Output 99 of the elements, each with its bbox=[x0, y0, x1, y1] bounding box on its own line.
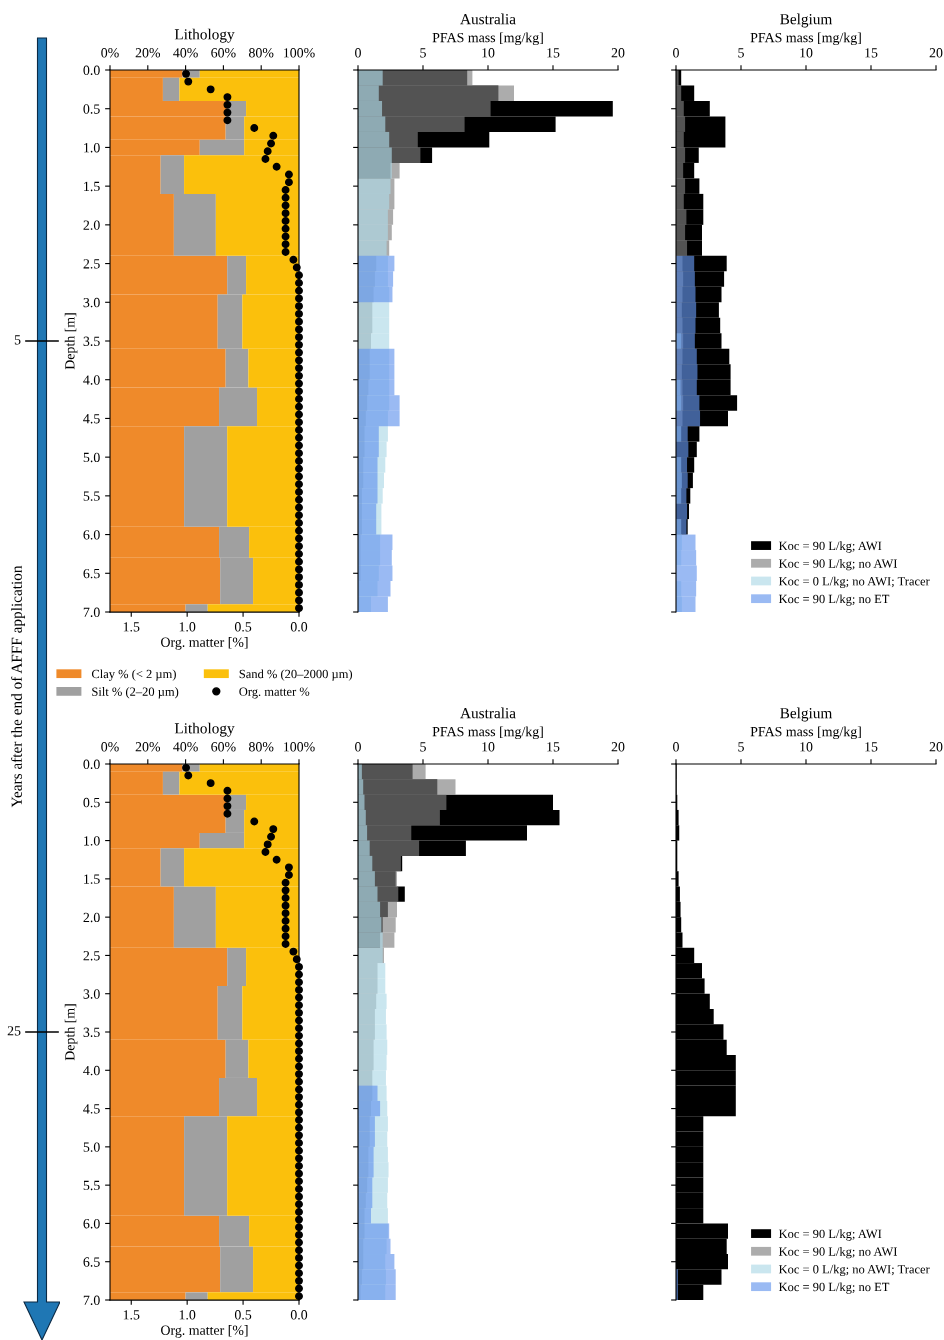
x-axis-title: PFAS mass [mg/kg] bbox=[432, 32, 543, 46]
text: Years after the end of AFFF application bbox=[10, 565, 26, 808]
legend-label: Koc = 90 L/kg; AWI bbox=[778, 541, 882, 553]
y-tick-label: 6.5 bbox=[83, 1257, 100, 1267]
y-tick-label: 0.0 bbox=[83, 759, 100, 770]
x-tick-label: 100% bbox=[284, 742, 315, 752]
x-axis-title: PFAS mass [mg/kg] bbox=[750, 32, 861, 46]
y-tick-label: 1.0 bbox=[84, 143, 100, 153]
x2-axis-title: Org. matter [%] bbox=[161, 1325, 248, 1338]
x2-tick-label: 1.5 bbox=[123, 622, 140, 632]
legend-label: Koc = 90 L/kg; no ET bbox=[778, 1282, 890, 1294]
x-tick-label: 60% bbox=[211, 48, 236, 58]
chart-title: Australia bbox=[460, 707, 516, 719]
legend-label: Org. matter % bbox=[239, 687, 310, 699]
x-tick-label: 0 bbox=[355, 48, 361, 58]
y-tick-label: 1.5 bbox=[84, 874, 100, 884]
chart-title: Belgium bbox=[780, 707, 833, 722]
legend-label: Sand % (20–2000 µm) bbox=[239, 669, 353, 681]
x2-axis-title: Org. matter [%] bbox=[161, 637, 248, 650]
x2-tick-label: 1.0 bbox=[179, 1310, 196, 1320]
legend-label: Koc = 90 L/kg; no AWI bbox=[778, 1246, 898, 1259]
y-tick-label: 0.5 bbox=[83, 797, 100, 808]
legend-label: Koc = 90 L/kg; no AWI bbox=[778, 558, 898, 571]
x2-tick-label: 0.5 bbox=[234, 1310, 252, 1320]
x-tick-label: 10 bbox=[800, 48, 813, 58]
x-tick-label: 5 bbox=[738, 48, 744, 58]
y-tick-label: 0.5 bbox=[83, 104, 100, 114]
x-tick-label: 15 bbox=[865, 742, 878, 752]
x-tick-label: 80% bbox=[249, 48, 274, 58]
chart-title: Australia bbox=[460, 13, 516, 25]
x2-tick-label: 1.5 bbox=[123, 1310, 140, 1320]
y-tick-label: 3.0 bbox=[83, 989, 100, 999]
x-tick-label: 5 bbox=[738, 742, 744, 752]
x2-tick-label: 0.0 bbox=[290, 622, 308, 632]
x-tick-label: 10 bbox=[482, 742, 495, 752]
x-tick-label: 5 bbox=[420, 742, 426, 752]
y-tick-label: 6.5 bbox=[83, 568, 100, 579]
x-axis-title: PFAS mass [mg/kg] bbox=[750, 726, 861, 740]
y-tick-label: 5.0 bbox=[83, 1142, 100, 1152]
y-tick-label: 1.0 bbox=[84, 836, 100, 846]
y-tick-label: 3.5 bbox=[83, 1027, 100, 1038]
chart-title: Lithology bbox=[174, 28, 235, 43]
y-tick-label: 7.0 bbox=[83, 1295, 100, 1306]
category-label: 5 bbox=[14, 335, 21, 345]
y-tick-label: 7.0 bbox=[83, 607, 100, 618]
x-tick-label: 20 bbox=[929, 48, 943, 58]
x-tick-label: 60% bbox=[211, 742, 236, 752]
x-tick-label: 40% bbox=[173, 48, 198, 58]
chart-title: Lithology bbox=[174, 722, 235, 737]
y-axis-title: Depth [m] bbox=[64, 313, 78, 370]
y-tick-label: 6.0 bbox=[83, 530, 100, 540]
x-tick-label: 10 bbox=[800, 742, 813, 752]
y-tick-label: 3.0 bbox=[83, 297, 100, 308]
y-tick-label: 0.0 bbox=[83, 65, 100, 76]
x-tick-label: 0 bbox=[673, 48, 679, 58]
x-tick-label: 0 bbox=[673, 742, 679, 752]
y-tick-label: 1.5 bbox=[84, 181, 100, 192]
y-axis-title: Depth [m] bbox=[64, 1004, 78, 1061]
y-tick-label: 4.5 bbox=[83, 414, 100, 424]
y-tick-label: 5.5 bbox=[83, 491, 100, 501]
x-tick-label: 20% bbox=[135, 48, 161, 58]
y-tick-label: 2.0 bbox=[83, 912, 100, 923]
y-tick-label: 2.0 bbox=[83, 220, 100, 230]
x-tick-label: 0 bbox=[355, 742, 361, 752]
legend-label: Koc = 90 L/kg; AWI bbox=[778, 1229, 882, 1241]
x2-tick-label: 1.0 bbox=[179, 622, 196, 632]
x-axis-title: PFAS mass [mg/kg] bbox=[432, 726, 543, 740]
category-label: 25 bbox=[7, 1026, 21, 1036]
x-tick-label: 20 bbox=[611, 742, 625, 752]
y-tick-label: 3.5 bbox=[83, 336, 100, 347]
y-tick-label: 6.0 bbox=[83, 1219, 100, 1229]
x2-tick-label: 0.5 bbox=[234, 622, 252, 632]
legend-label: Clay % (< 2 µm) bbox=[91, 669, 176, 681]
legend-label: Koc = 90 L/kg; no ET bbox=[778, 594, 890, 606]
x-tick-label: 20% bbox=[135, 742, 161, 752]
x-tick-label: 0% bbox=[101, 742, 119, 752]
y-tick-label: 5.5 bbox=[83, 1180, 100, 1191]
y-tick-label: 4.0 bbox=[83, 1065, 100, 1076]
y-tick-label: 2.5 bbox=[83, 259, 100, 269]
y-tick-label: 4.5 bbox=[83, 1104, 100, 1114]
x-tick-label: 20 bbox=[929, 742, 943, 752]
x-tick-label: 40% bbox=[173, 742, 198, 752]
x-tick-label: 15 bbox=[547, 48, 560, 58]
x-tick-label: 0% bbox=[101, 48, 119, 58]
x-tick-label: 15 bbox=[547, 742, 560, 752]
x-tick-label: 5 bbox=[420, 48, 426, 58]
x-tick-label: 80% bbox=[249, 742, 274, 752]
y-tick-label: 4.0 bbox=[83, 375, 100, 385]
legend-label: Silt % (2–20 µm) bbox=[92, 687, 179, 699]
x-tick-label: 20 bbox=[611, 48, 625, 58]
x2-tick-label: 0.0 bbox=[290, 1310, 308, 1320]
legend-label: Koc = 0 L/kg; no AWI; Tracer bbox=[778, 1264, 930, 1277]
x-tick-label: 10 bbox=[482, 48, 495, 58]
y-tick-label: 2.5 bbox=[83, 951, 100, 961]
x-tick-label: 100% bbox=[284, 48, 315, 58]
x-tick-label: 15 bbox=[865, 48, 878, 58]
y-tick-label: 5.0 bbox=[83, 452, 100, 463]
chart-title: Belgium bbox=[780, 13, 833, 28]
legend-label: Koc = 0 L/kg; no AWI; Tracer bbox=[778, 576, 930, 589]
